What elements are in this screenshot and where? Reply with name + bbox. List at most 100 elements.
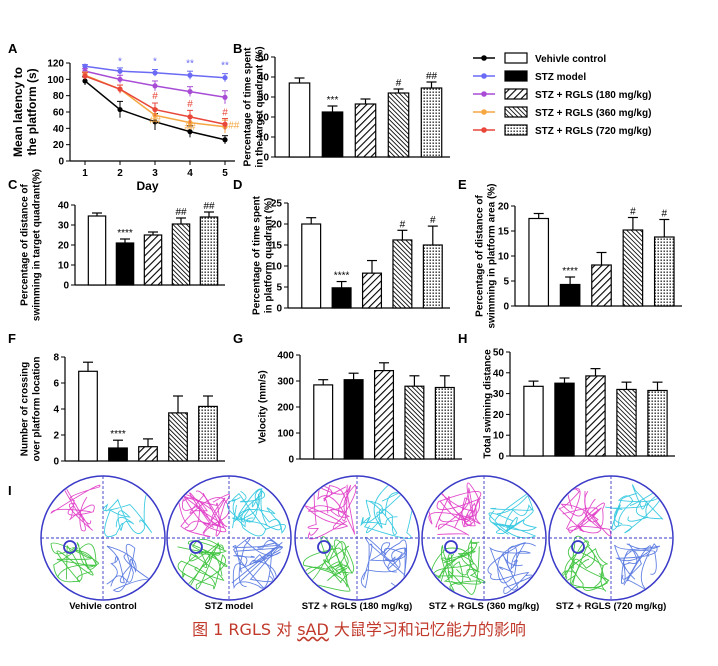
y-tick-label: 2	[53, 431, 59, 442]
figure-caption: 图 1 RGLS 对 sAD 大鼠学习和记忆能力的影响	[0, 616, 718, 640]
y-tick-label: 0	[503, 302, 509, 313]
bar	[343, 379, 364, 460]
axis-label-line: Percentage of distance of	[20, 183, 31, 305]
caption-before: 图 1 RGLS 对	[192, 620, 298, 639]
bar	[523, 385, 544, 457]
x-tick-label: 3	[152, 168, 158, 179]
significance-mark: *	[153, 57, 157, 68]
trace-lines	[426, 482, 538, 595]
y-axis-label: Velocity (mm/s)	[258, 370, 269, 443]
pool-trace	[421, 475, 547, 601]
data-point	[222, 75, 228, 81]
y-tick-label: 50	[258, 53, 270, 64]
bar	[591, 264, 612, 307]
legend-marker	[481, 109, 487, 115]
caption-underlined: sAD	[297, 620, 329, 639]
legend-marker	[481, 55, 487, 61]
axis-label-line: swimming in platform area (%)	[487, 183, 498, 328]
swim-path	[232, 490, 268, 526]
swim-path	[231, 542, 283, 584]
y-tick-label: 50	[493, 348, 505, 359]
swim-path	[456, 538, 486, 583]
swim-path	[232, 488, 267, 537]
y-tick-label: 40	[258, 73, 270, 84]
swim-path	[369, 542, 407, 573]
swim-path	[53, 545, 99, 583]
significance-mark: #	[430, 215, 436, 226]
significance-mark: ****	[110, 429, 126, 440]
swim-path	[307, 485, 350, 518]
panel-label-f: F	[8, 331, 16, 346]
swim-path	[561, 540, 589, 589]
x-tick-label: 5	[222, 168, 228, 179]
panel-label-g: G	[233, 331, 243, 346]
y-tick-label: 0	[63, 281, 69, 292]
bar	[616, 388, 637, 457]
panel-label-h: H	[458, 331, 467, 346]
legend-swatch	[504, 124, 528, 136]
significance-mark: *	[118, 57, 122, 68]
data-point	[117, 86, 123, 92]
pool-trace	[166, 475, 292, 601]
y-tick-label: 20	[271, 220, 283, 231]
y-tick-label: 30	[58, 221, 70, 232]
swim-path	[56, 542, 97, 583]
panel-label-e: E	[458, 177, 467, 192]
axis-label-line: swimming in target quadrant(%)	[32, 169, 43, 321]
swim-path	[615, 543, 658, 591]
trace-lines	[50, 483, 154, 593]
bar	[143, 234, 163, 286]
y-tick-label: 4	[53, 405, 59, 416]
bar	[420, 87, 443, 158]
y-axis-label: Number of crossing over platform location	[20, 356, 43, 461]
y-tick-label: 15	[498, 227, 510, 238]
swim-path	[489, 510, 538, 535]
panel-label-d: D	[233, 177, 242, 192]
y-tick-label: 0	[263, 153, 269, 164]
swim-path	[195, 490, 228, 533]
bar	[115, 242, 135, 286]
y-tick-label: 100	[47, 75, 64, 86]
swim-path	[104, 509, 135, 538]
bar	[78, 370, 98, 462]
data-point	[222, 94, 228, 100]
y-tick-label: 6	[53, 379, 59, 390]
pool-caption: Vehivle control	[69, 601, 137, 612]
caption-after: 大鼠学习和记忆能力的影响	[328, 620, 526, 639]
y-tick-label: 10	[493, 431, 505, 442]
data-point	[82, 63, 88, 69]
bar-chart-g: 0 100 200 300 400 Velocity (mm/s)	[258, 351, 462, 466]
swim-path	[307, 483, 348, 540]
significance-mark: #	[222, 107, 228, 118]
data-point	[117, 68, 123, 74]
y-tick-label: 40	[58, 201, 70, 212]
y-axis-label: Percentage of time spent in the target qu…	[243, 46, 266, 167]
trace-lines	[174, 487, 286, 592]
bar	[361, 272, 383, 309]
y-tick-label: 30	[258, 93, 270, 104]
bar	[138, 446, 158, 462]
pool-caption: STZ + RGLS (360 mg/kg)	[429, 601, 540, 612]
bar	[392, 239, 413, 309]
series-line	[82, 72, 228, 130]
legend-swatch	[504, 70, 528, 82]
significance-mark: ##	[203, 201, 215, 212]
swim-path	[620, 543, 657, 584]
y-tick-label: 20	[53, 140, 65, 151]
y-axis-label: Total swiming distance	[483, 349, 494, 459]
bar	[301, 223, 322, 309]
pool-caption: STZ model	[205, 601, 254, 612]
axis-label-line: Number of crossing	[20, 362, 31, 456]
platform-marker	[63, 540, 77, 554]
legend-marker	[481, 91, 487, 97]
data-point	[152, 83, 158, 89]
bar	[171, 223, 191, 286]
swim-path	[102, 492, 153, 534]
legend-label: Vehivle control	[535, 54, 606, 65]
swim-path	[569, 546, 610, 591]
axis-label-line: over platform location	[32, 356, 43, 461]
swim-path	[303, 547, 349, 588]
bar	[313, 384, 334, 460]
